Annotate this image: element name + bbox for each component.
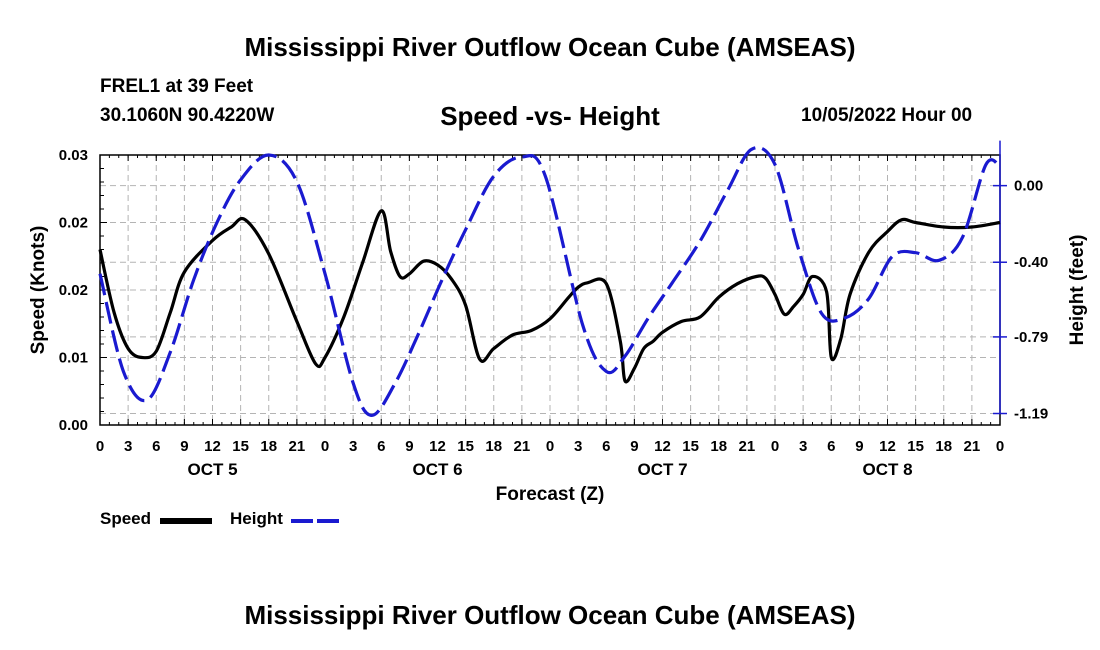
x-tick-label: 3 [574,438,582,455]
x-tick-label: 12 [204,438,221,455]
legend-height-label: Height [230,509,283,528]
y-tick-label: 0.02 [59,282,88,299]
x-tick-label: 12 [654,438,671,455]
x-tick-label: 6 [602,438,610,455]
y2-tick-label: -0.79 [1014,329,1048,346]
x-tick-label: 15 [232,438,249,455]
chart-subtitle: Speed -vs- Height [440,101,660,131]
y2-tick-label: -1.19 [1014,406,1048,423]
legend-height-swatch [291,519,343,523]
day-label: OCT 6 [412,460,462,479]
x-tick-label: 21 [514,438,531,455]
x-tick-label: 21 [964,438,981,455]
x-tick-label: 15 [907,438,924,455]
y-tick-label: 0.00 [59,417,88,434]
station-label: FREL1 at 39 Feet [100,76,254,97]
x-tick-label: 21 [739,438,756,455]
y2-axis-title: Height (feet) [1067,235,1088,346]
y-axis-title: Speed (Knots) [28,226,49,355]
x-tick-label: 18 [935,438,952,455]
forecast-date: 10/05/2022 Hour 00 [801,105,973,126]
y-tick-label: 0.01 [59,350,88,367]
day-label: OCT 5 [187,460,237,479]
legend-speed-swatch [160,518,212,524]
x-tick-label: 0 [996,438,1004,455]
x-tick-label: 12 [429,438,446,455]
bottom-page-title: Mississippi River Outflow Ocean Cube (AM… [244,600,856,630]
x-tick-label: 12 [879,438,896,455]
x-tick-label: 0 [546,438,554,455]
x-tick-label: 9 [180,438,188,455]
x-tick-label: 15 [682,438,699,455]
x-tick-label: 21 [289,438,306,455]
speed-height-chart: 0 3 6 9 12 15 18 21 0 3 6 9 12 15 18 21 0 3 6 9 12 15 18 21 0 3 6 9… [28,140,1088,505]
station-coordinates: 30.1060N 90.4220W [100,105,275,126]
x-tick-label: 9 [405,438,413,455]
x-tick-label: 6 [152,438,160,455]
series-line-speed [98,209,1001,384]
x-axis-title: Forecast (Z) [496,484,605,505]
series-line-height [98,145,1001,417]
x-tick-label: 15 [457,438,474,455]
x-tick-label: 0 [321,438,329,455]
x-tick-label: 6 [377,438,385,455]
legend-speed-label: Speed [100,509,152,528]
x-tick-label: 3 [349,438,357,455]
x-tick-label: 3 [799,438,807,455]
x-tick-label: 18 [710,438,727,455]
x-tick-label: 18 [260,438,277,455]
day-label: OCT 8 [862,460,912,479]
x-tick-label: 9 [630,438,638,455]
y-tick-label: 0.03 [59,147,88,164]
day-label: OCT 7 [637,460,687,479]
page-title: Mississippi River Outflow Ocean Cube (AM… [244,32,856,62]
y2-tick-label: -0.40 [1014,254,1048,271]
x-tick-label: 18 [485,438,502,455]
y-tick-label: 0.02 [59,215,88,232]
y2-tick-label: 0.00 [1014,178,1043,195]
x-tick-label: 0 [96,438,104,455]
x-tick-label: 0 [771,438,779,455]
x-tick-label: 3 [124,438,132,455]
x-tick-label: 9 [855,438,863,455]
x-tick-label: 6 [827,438,835,455]
